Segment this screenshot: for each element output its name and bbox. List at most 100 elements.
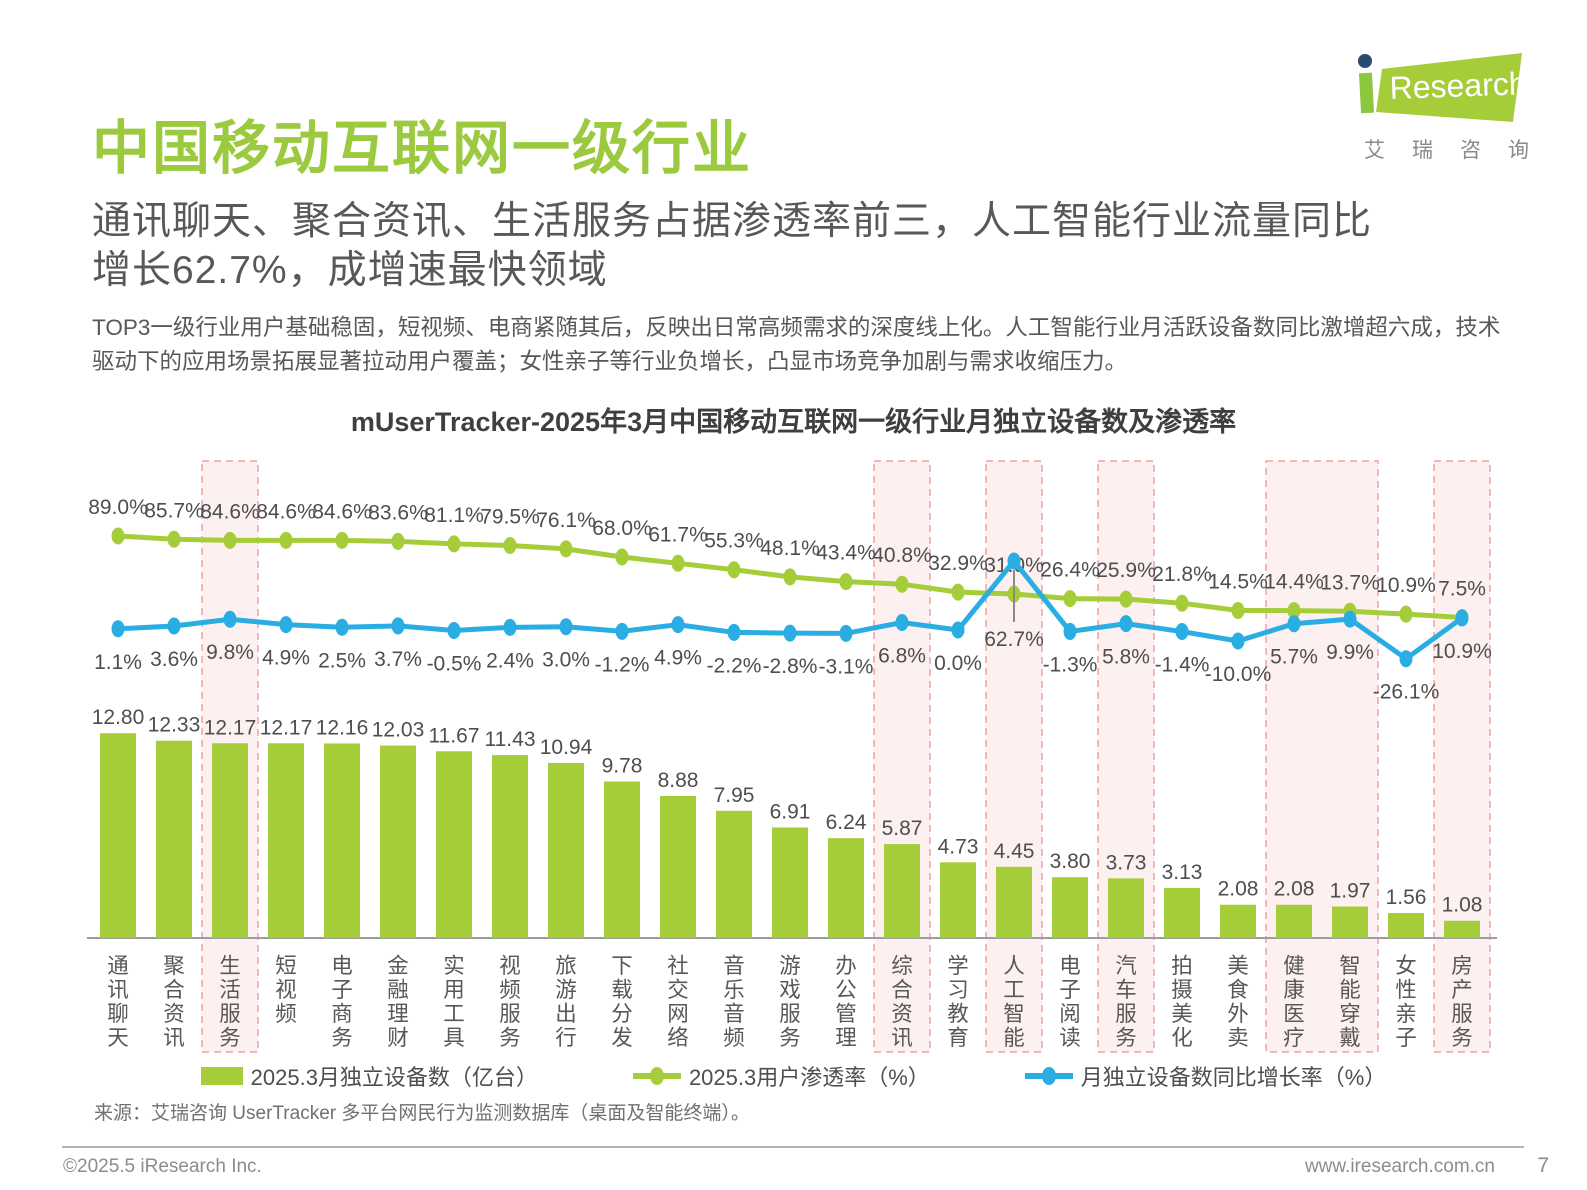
category-label: 游 [555, 978, 577, 1002]
green-line-marker-icon [632, 1067, 681, 1085]
penetration-label: 61.7% [648, 523, 708, 546]
penetration-label: 48.1% [760, 537, 820, 560]
penetration-label: 14.4% [1264, 571, 1324, 594]
bar-value-label: 10.94 [540, 736, 593, 759]
category-label: 能 [1003, 1026, 1025, 1050]
penetration-label: 10.9% [1376, 574, 1436, 597]
blue-line-marker-icon [1024, 1067, 1073, 1085]
category-label: 载 [611, 978, 633, 1002]
bar-value-label: 12.17 [204, 716, 257, 739]
penetration-point [223, 531, 237, 549]
category-label: 生 [219, 954, 241, 978]
logo-flag-shape [1376, 53, 1522, 122]
growth-point [167, 617, 181, 635]
growth-point [1007, 552, 1021, 570]
legend-item-devices: 2025.3月独立设备数（亿台） [200, 1060, 538, 1092]
category-label: 社 [667, 954, 689, 978]
footer-website-link[interactable]: www.iresearch.com.cn [1304, 1156, 1495, 1177]
penetration-point [839, 573, 853, 591]
category-label: 旅 [555, 954, 577, 978]
penetration-label: 89.0% [88, 496, 148, 519]
growth-label: 5.8% [1102, 646, 1150, 669]
category-label: 具 [443, 1026, 465, 1050]
category-label: 学 [947, 954, 969, 978]
category-label: 音 [723, 954, 745, 978]
industry-combo-chart: 12.80 12.33 12.17 12.17 12.16 12.03 11.67 11.43… [87, 460, 1497, 1053]
category-label: 频 [275, 1002, 297, 1026]
category-label: 房 [1451, 954, 1473, 978]
legend-label-devices: 2025.3月独立设备数（亿台） [250, 1065, 538, 1090]
penetration-label: 84.6% [200, 500, 260, 523]
category-label: 食 [1227, 978, 1249, 1002]
bar-value-label: 3.73 [1106, 851, 1147, 874]
category-label: 工 [443, 1002, 465, 1026]
logo-chinese-name: 艾瑞咨询 [1364, 139, 1556, 162]
category-label: 理 [387, 1002, 409, 1026]
growth-label: 3.7% [374, 648, 422, 671]
growth-point [783, 624, 797, 642]
penetration-label: 13.7% [1320, 571, 1380, 594]
page-title: 中国移动互联网一级行业 [92, 115, 753, 181]
growth-label: 2.5% [318, 649, 366, 672]
footer-copyright: ©2025.5 iResearch Inc. [63, 1156, 262, 1177]
category-label: 活 [219, 978, 241, 1002]
category-label: 服 [1451, 1002, 1473, 1026]
penetration-point [1399, 605, 1413, 623]
penetration-label: 83.6% [368, 501, 428, 524]
penetration-point [111, 527, 125, 545]
penetration-label: 84.6% [256, 500, 316, 523]
bar [1276, 904, 1312, 938]
bar-value-label: 8.88 [658, 769, 699, 792]
penetration-point [783, 568, 797, 586]
bar [1444, 920, 1480, 938]
bar [884, 844, 920, 938]
penetration-point [951, 583, 965, 601]
category-label: 习 [947, 978, 969, 1002]
category-label: 务 [219, 1026, 241, 1050]
growth-label: 9.8% [206, 641, 254, 664]
category-label: 理 [835, 1026, 857, 1050]
category-label: 子 [331, 978, 353, 1002]
growth-point [1175, 623, 1189, 641]
growth-point [279, 616, 293, 634]
penetration-label: 26.4% [1040, 559, 1100, 582]
growth-point [335, 618, 349, 636]
growth-label: 9.9% [1326, 641, 1374, 664]
category-label: 阅 [1059, 1002, 1081, 1026]
growth-point [223, 610, 237, 628]
category-label: 智 [1003, 1002, 1025, 1026]
growth-point [559, 618, 573, 636]
category-label: 戴 [1339, 1026, 1361, 1050]
category-label: 综 [891, 954, 913, 978]
category-label: 务 [1115, 1026, 1137, 1050]
category-label: 公 [835, 978, 857, 1002]
category-label: 资 [163, 1002, 185, 1026]
bar-value-label: 2.08 [1274, 878, 1315, 901]
category-label: 乐 [723, 978, 745, 1002]
growth-point [615, 622, 629, 640]
penetration-point [671, 554, 685, 572]
category-label: 务 [499, 1026, 521, 1050]
legend-label-penetration: 2025.3用户渗透率（%） [688, 1065, 930, 1090]
penetration-label: 40.8% [872, 544, 932, 567]
growth-label: 3.0% [542, 649, 590, 672]
highlight-band [1265, 460, 1379, 1053]
chart-legend: 2025.3月独立设备数（亿台） 2025.3用户渗透率（%） 月独立设备数同比… [0, 1060, 1587, 1092]
penetration-point [1119, 590, 1133, 608]
category-label: 金 [387, 954, 409, 978]
bar [1220, 904, 1256, 938]
growth-point [111, 620, 125, 638]
legend-label-growth: 月独立设备数同比增长率（%） [1080, 1065, 1387, 1090]
bar [100, 733, 136, 938]
growth-label: 0.0% [934, 652, 982, 675]
category-label: 育 [947, 1026, 969, 1050]
growth-label: 4.9% [262, 647, 310, 670]
growth-label: 5.7% [1270, 646, 1318, 669]
category-label: 车 [1115, 978, 1137, 1002]
growth-point [895, 614, 909, 632]
penetration-point [279, 531, 293, 549]
category-label: 电 [1059, 954, 1081, 978]
category-label: 亲 [1395, 1002, 1417, 1026]
bar [1164, 887, 1200, 938]
bar-value-label: 9.78 [602, 755, 643, 778]
